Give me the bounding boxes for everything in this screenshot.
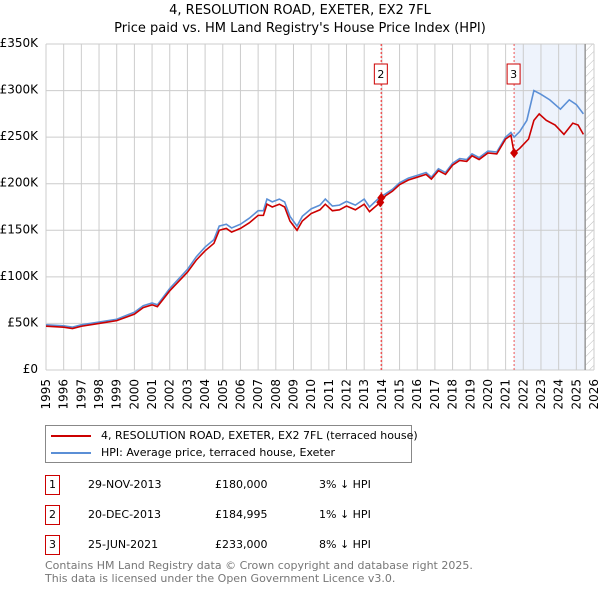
x-tick-label: 2001 xyxy=(145,379,159,410)
y-tick-label: £50K xyxy=(7,315,39,329)
x-tick-label: 1999 xyxy=(110,379,124,410)
x-tick-label: 2016 xyxy=(410,379,424,410)
legend-label: 4, RESOLUTION ROAD, EXETER, EX2 7FL (ter… xyxy=(101,429,418,442)
x-tick-label: 2003 xyxy=(180,379,194,410)
x-tick-label: 2024 xyxy=(552,379,566,410)
footer-licence: This data is licensed under the Open Gov… xyxy=(45,572,396,585)
chart-title: 4, RESOLUTION ROAD, EXETER, EX2 7FL xyxy=(169,3,431,18)
annotation-label: 3 xyxy=(510,68,517,81)
chart-subtitle: Price paid vs. HM Land Registry's House … xyxy=(114,21,486,36)
hpi-line xyxy=(45,89,585,328)
x-tick-label: 2005 xyxy=(216,379,230,410)
x-tick-label: 2023 xyxy=(534,379,548,410)
sale-date: 29-NOV-2013 xyxy=(88,478,162,491)
price-chart: 1995 1996 1997 1998 1999 2000 2001 2002 2003 2004… xyxy=(0,36,600,410)
x-tick-label: 2025 xyxy=(569,379,583,410)
legend-item-property: 4, RESOLUTION ROAD, EXETER, EX2 7FL (ter… xyxy=(46,428,418,444)
sale-date: 25-JUN-2021 xyxy=(88,538,159,551)
footer: Contains HM Land Registry data © Crown c… xyxy=(45,559,595,585)
annotation-box xyxy=(373,63,388,85)
sale-row: 1 29-NOV-2013 £180,000 3% ↓ HPI xyxy=(45,475,465,495)
x-tick-label: 1995 xyxy=(39,379,53,410)
x-tick-label: 2019 xyxy=(463,379,477,410)
legend: 4, RESOLUTION ROAD, EXETER, EX2 7FL (ter… xyxy=(45,425,418,463)
annotation-label: 2 xyxy=(377,68,384,81)
y-tick-label: £100K xyxy=(0,269,39,283)
sale-number-badge: 3 xyxy=(45,535,60,555)
y-tick-label: £350K xyxy=(0,36,39,50)
y-tick-label: £200K xyxy=(0,176,39,190)
sale-number-badge: 2 xyxy=(45,505,60,525)
sale-price: £233,000 xyxy=(215,538,268,551)
x-tick-label: 1997 xyxy=(74,379,88,410)
sale-marker xyxy=(510,147,519,158)
x-tick-label: 2018 xyxy=(446,379,460,410)
x-tick-label: 2012 xyxy=(340,379,354,410)
property-price-line xyxy=(45,112,585,330)
x-tick-label: 2007 xyxy=(251,379,265,410)
legend-label: HPI: Average price, terraced house, Exet… xyxy=(101,446,336,459)
x-tick-label: 2020 xyxy=(481,379,495,410)
annotation-box xyxy=(506,63,521,85)
x-tick-label: 2022 xyxy=(516,379,530,410)
sale-row: 3 25-JUN-2021 £233,000 8% ↓ HPI xyxy=(45,535,465,555)
sale-price: £180,000 xyxy=(215,478,268,491)
sale-marker xyxy=(377,192,386,203)
x-tick-label: 2004 xyxy=(198,379,212,410)
x-tick-label: 2000 xyxy=(127,379,141,410)
x-tick-label: 2013 xyxy=(357,379,371,410)
legend-swatch-blue xyxy=(51,452,91,454)
x-tick-label: 2014 xyxy=(375,379,389,410)
x-tick-label: 2009 xyxy=(286,379,300,410)
sale-number-badge: 1 xyxy=(45,475,60,495)
forecast-shade xyxy=(514,44,586,370)
x-tick-label: 2011 xyxy=(322,379,336,410)
sale-row: 2 20-DEC-2013 £184,995 1% ↓ HPI xyxy=(45,505,465,525)
x-tick-label: 2002 xyxy=(163,379,177,410)
x-tick-label: 2017 xyxy=(428,379,442,410)
hatched-region xyxy=(585,44,594,370)
x-tick-label: 1998 xyxy=(92,379,106,410)
x-tick-label: 2010 xyxy=(304,379,318,410)
x-tick-label: 2008 xyxy=(269,379,283,410)
sale-date: 20-DEC-2013 xyxy=(88,508,162,521)
footer-copyright: Contains HM Land Registry data © Crown c… xyxy=(45,559,473,572)
x-tick-label: 2006 xyxy=(233,379,247,410)
legend-swatch-red xyxy=(51,435,91,437)
sale-hpi-delta: 8% ↓ HPI xyxy=(319,538,371,551)
legend-item-hpi: HPI: Average price, terraced house, Exet… xyxy=(46,445,411,461)
x-tick-label: 2021 xyxy=(499,379,513,410)
y-tick-label: £0 xyxy=(23,362,38,376)
sale-price: £184,995 xyxy=(215,508,268,521)
y-tick-label: £250K xyxy=(0,129,39,143)
y-tick-label: £300K xyxy=(0,83,39,97)
y-tick-label: £150K xyxy=(0,222,39,236)
sale-hpi-delta: 3% ↓ HPI xyxy=(319,478,371,491)
x-tick-label: 2015 xyxy=(393,379,407,410)
x-tick-label: 1996 xyxy=(57,379,71,410)
x-tick-label: 2026 xyxy=(587,379,600,410)
sale-hpi-delta: 1% ↓ HPI xyxy=(319,508,371,521)
